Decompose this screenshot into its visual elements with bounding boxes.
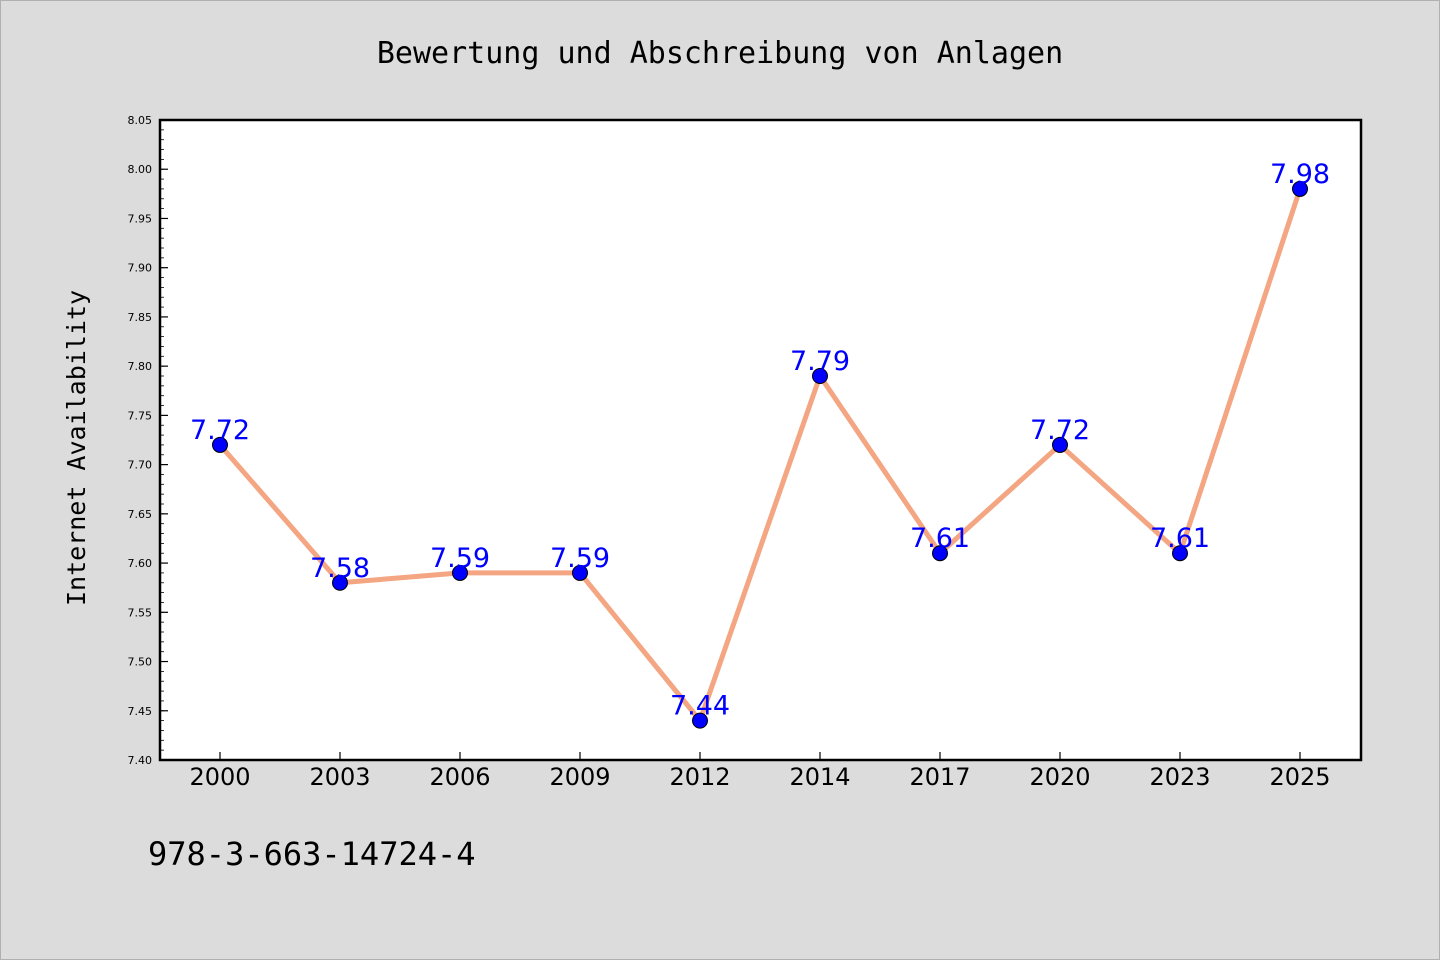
data-label: 7.59 [550,543,610,574]
data-point [692,712,708,729]
data-label: 7.79 [790,346,850,377]
x-axis-ticks: 2000 2003 2006 2009 2012 2014 2017 2020 2023 2025 [189,752,1331,791]
x-tick-label: 2012 [669,763,730,791]
data-label: 7.44 [670,691,730,722]
data-point [1172,545,1188,562]
data-labels-group: 7.72 7.58 7.59 7.59 7.44 7.79 7.61 7.72 7.61 7.98 [190,159,1330,722]
y-axis-ticks: 7.40 7.45 7.50 7.55 7.60 7.65 7.70 7.75 7.80 7.85… [128,114,168,767]
data-point [812,368,828,384]
data-label: 7.72 [190,415,250,446]
y-tick-label: 8.05 [128,114,153,127]
x-tick-label: 2003 [309,763,370,791]
y-tick-label: 7.80 [128,360,153,373]
y-tick-label: 7.85 [128,311,153,324]
data-point [1292,180,1308,197]
series-line [217,186,1303,724]
x-tick-label: 2017 [909,763,970,791]
y-tick-label: 7.90 [128,262,153,275]
data-label: 7.59 [430,543,490,574]
data-point [332,574,348,591]
data-label: 7.61 [1150,523,1210,554]
isbn-annotation: 978-3-663-14724-4 [148,835,476,873]
chart-title: Bewertung und Abschreibung von Anlagen [377,36,1063,71]
data-point [212,436,228,453]
data-label: 7.72 [1030,415,1090,446]
x-tick-label: 2000 [189,763,250,791]
x-tick-label: 2023 [1149,763,1210,791]
plot-area [158,118,1363,762]
y-tick-label: 7.55 [128,606,153,619]
data-point [452,564,468,581]
markers-group [212,180,1308,729]
data-point [1052,436,1068,453]
x-tick-label: 2020 [1029,763,1090,791]
x-tick-label: 2009 [549,763,610,791]
data-point [932,545,948,562]
data-label: 7.61 [910,523,970,554]
y-tick-label: 7.95 [128,212,153,225]
y-axis-label: Internet Availability [62,290,91,606]
x-tick-label: 2014 [789,763,850,791]
y-tick-label: 7.60 [128,557,153,570]
y-tick-label: 7.75 [128,409,153,422]
series-line-group [217,186,1303,724]
x-tick-label: 2025 [1269,763,1330,791]
y-tick-label: 8.00 [128,163,153,176]
data-label: 7.98 [1270,159,1330,190]
y-tick-label: 7.40 [128,754,153,767]
y-tick-label: 7.70 [128,459,153,472]
y-tick-label: 7.50 [128,656,153,669]
y-tick-label: 7.45 [128,705,153,718]
x-tick-label: 2006 [429,763,490,791]
y-tick-label: 7.65 [128,508,153,521]
data-point [572,564,588,581]
data-label: 7.58 [310,553,370,584]
